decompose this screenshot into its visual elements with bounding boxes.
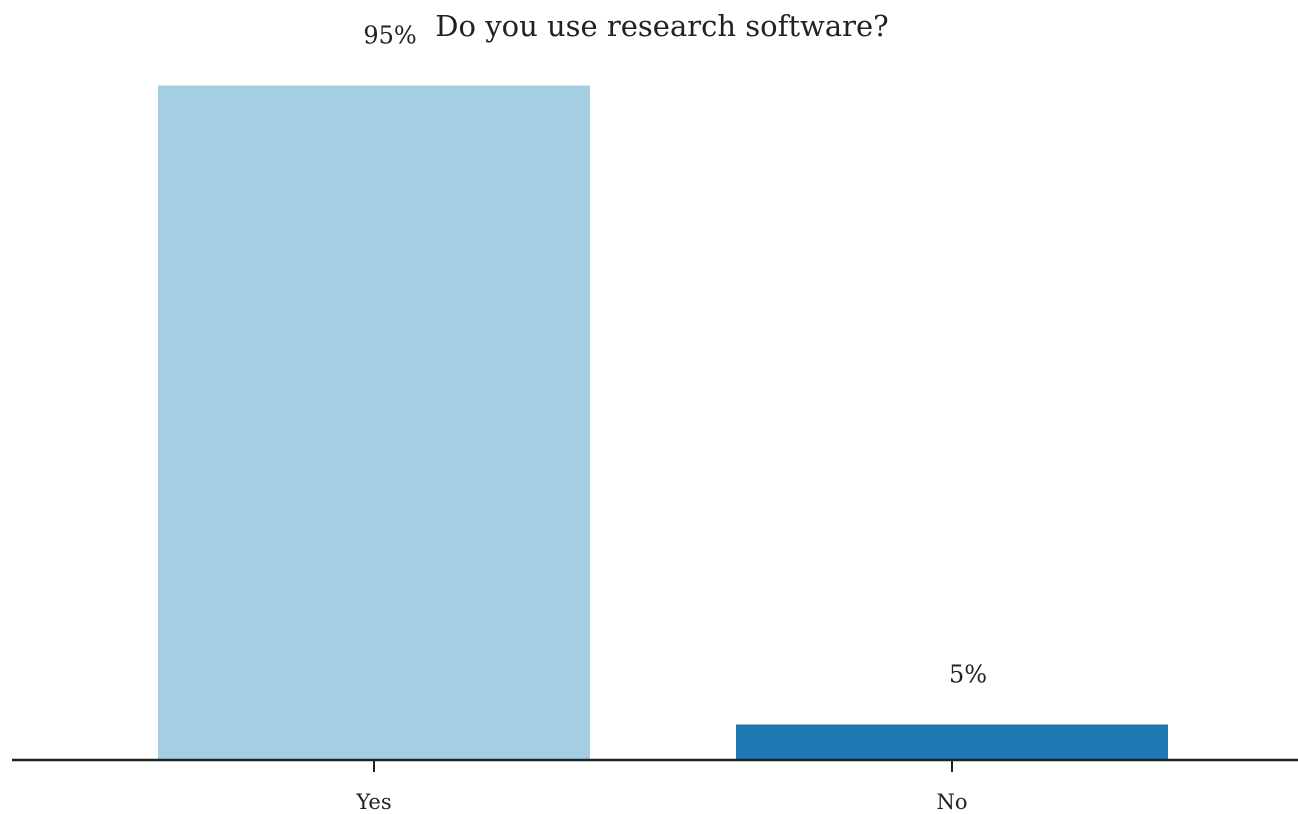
data-label-no: 5% [949,661,987,689]
x-tick-label-yes: Yes [355,790,391,814]
data-label-yes: 95% [363,22,416,50]
chart-title: Do you use research software? [435,9,888,43]
x-ticks-group: Yes No [355,760,968,814]
bars-group [158,85,1168,760]
bar-yes [158,85,590,760]
data-labels-group: 95% 5% [363,22,987,689]
x-tick-label-no: No [936,790,967,814]
bar-no [736,724,1168,760]
